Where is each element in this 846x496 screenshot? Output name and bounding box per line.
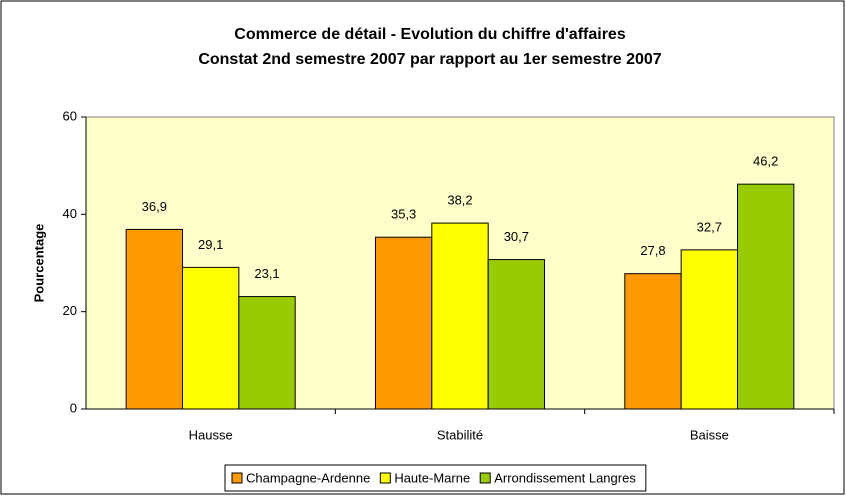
- y-tick-label: 40: [63, 206, 77, 221]
- data-label: 46,2: [753, 154, 778, 169]
- y-axis-label: Pourcentage: [31, 224, 46, 303]
- bar: [737, 183, 795, 410]
- legend-swatch: [231, 472, 243, 484]
- bar: [431, 222, 489, 410]
- legend-label: Arrondissement Langres: [494, 470, 636, 485]
- data-label: 30,7: [504, 229, 529, 244]
- bar: [624, 273, 682, 410]
- bar: [238, 296, 296, 410]
- chart-title: Commerce de détail - Evolution du chiffr…: [234, 26, 626, 43]
- bar: [181, 266, 240, 410]
- data-label: 32,7: [697, 219, 722, 234]
- bar: [487, 259, 546, 410]
- legend-label: Champagne-Ardenne: [246, 470, 370, 485]
- data-label: 29,1: [198, 237, 223, 252]
- data-label: 36,9: [142, 199, 167, 214]
- y-tick-label: 0: [70, 400, 77, 415]
- y-tick-label: 60: [63, 108, 77, 123]
- legend-swatch: [379, 472, 391, 484]
- data-label: 35,3: [391, 207, 416, 222]
- data-label: 38,2: [447, 193, 472, 208]
- bar: [680, 249, 739, 410]
- x-tick-label: Hausse: [189, 427, 233, 442]
- legend-box: [224, 464, 647, 492]
- chart-subtitle: Constat 2nd semestre 2007 par rapport au…: [198, 51, 661, 68]
- x-tick-label: Stabilité: [437, 427, 483, 442]
- bar: [374, 236, 433, 410]
- legend-swatch: [479, 472, 491, 484]
- legend-label: Haute-Marne: [394, 470, 470, 485]
- y-tick-label: 20: [63, 303, 77, 318]
- bar: [125, 228, 183, 410]
- x-tick-label: Baisse: [690, 427, 729, 442]
- data-label: 27,8: [640, 243, 665, 258]
- data-label: 23,1: [254, 266, 279, 281]
